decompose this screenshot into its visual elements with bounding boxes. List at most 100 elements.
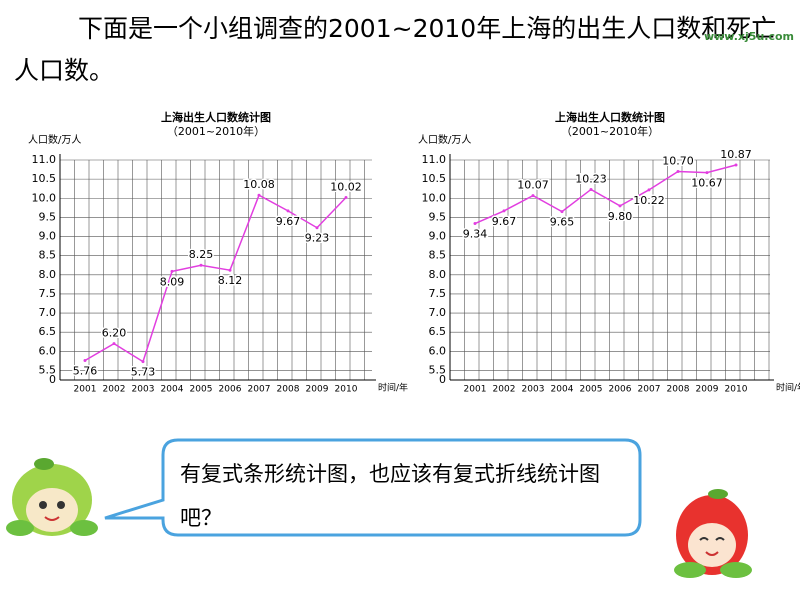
data-label: 6.20 [102, 327, 127, 340]
y-tick-label: 7.0 [39, 306, 57, 319]
data-point [199, 263, 203, 267]
y-tick-label: 7.5 [39, 287, 57, 300]
data-point [647, 188, 651, 192]
x-tick-label: 2008 [667, 385, 690, 395]
data-point [141, 360, 145, 364]
chart-subtitle: （2001~2010年） [561, 124, 659, 138]
x-tick-label: 2008 [277, 385, 300, 395]
y-tick-label: 6.0 [429, 344, 447, 357]
data-point [618, 204, 622, 208]
x-tick-label: 2006 [219, 385, 242, 395]
data-label: 10.07 [517, 179, 549, 192]
y-tick-label: 6.5 [39, 325, 57, 338]
x-tick-label: 2010 [725, 385, 748, 395]
x-tick-label: 2002 [103, 385, 126, 395]
green-character [6, 458, 98, 536]
y-tick-label: 0 [49, 373, 56, 386]
speech-bubble [104, 438, 642, 537]
data-point [170, 269, 174, 273]
x-axis-label: 时间/年 [776, 382, 800, 394]
y-tick-label: 6.0 [39, 344, 57, 357]
y-tick-label: 9.0 [39, 230, 57, 243]
data-point [531, 194, 535, 198]
x-tick-label: 2007 [248, 385, 271, 395]
y-tick-label: 0 [439, 373, 446, 386]
chart-subtitle: （2001~2010年） [167, 124, 265, 138]
y-tick-label: 7.0 [429, 306, 447, 319]
x-tick-label: 2010 [335, 385, 358, 395]
data-point [112, 342, 116, 346]
data-point [257, 193, 261, 197]
data-point [83, 358, 87, 362]
x-tick-label: 2003 [522, 385, 545, 395]
y-tick-label: 10.0 [422, 191, 447, 204]
data-line [84, 194, 347, 363]
chart-title: 上海出生人口数统计图 [161, 110, 271, 124]
y-tick-label: 8.0 [39, 268, 57, 281]
speech-text: 有复式条形统计图，也应该有复式折线统计图吧？ [180, 462, 600, 530]
x-tick-label: 2009 [696, 385, 719, 395]
y-axis-label: 人口数/万人 [28, 133, 81, 146]
x-tick-label: 2007 [638, 385, 661, 395]
y-tick-label: 6.5 [429, 325, 447, 338]
data-point [473, 222, 477, 226]
data-point [676, 169, 680, 173]
data-label: 9.65 [550, 216, 575, 229]
data-label: 5.73 [131, 366, 156, 379]
y-tick-label: 9.0 [429, 230, 447, 243]
y-tick-label: 7.5 [429, 287, 447, 300]
data-label: 10.22 [633, 194, 665, 207]
y-tick-label: 11.0 [422, 153, 447, 166]
y-tick-label: 5.5 [39, 363, 57, 376]
y-tick-label: 10.5 [32, 172, 57, 185]
y-tick-label: 8.5 [429, 249, 447, 262]
data-label: 9.80 [608, 210, 633, 223]
data-label: 9.23 [305, 232, 330, 245]
y-tick-label: 9.5 [429, 210, 447, 223]
y-tick-label: 8.0 [429, 268, 447, 281]
y-tick-label: 10.5 [422, 172, 447, 185]
x-axis-label: 时间/年 [378, 382, 408, 394]
data-label: 9.67 [276, 215, 301, 228]
x-tick-label: 2005 [190, 385, 213, 395]
data-label: 10.70 [662, 154, 694, 167]
data-label: 10.67 [691, 177, 723, 190]
data-label: 8.09 [160, 275, 185, 288]
data-point [734, 163, 738, 167]
data-point [560, 210, 564, 214]
data-label: 9.34 [463, 228, 488, 241]
x-tick-label: 2001 [464, 385, 487, 395]
chart-title: 上海出生人口数统计图 [555, 110, 665, 124]
y-tick-label: 11.0 [32, 153, 57, 166]
y-tick-label: 8.5 [39, 249, 57, 262]
data-point [286, 209, 290, 213]
x-tick-label: 2002 [493, 385, 516, 395]
data-label: 5.76 [73, 364, 98, 377]
y-axis-label: 人口数/万人 [418, 133, 471, 146]
data-point [344, 195, 348, 199]
data-label: 10.23 [575, 172, 607, 185]
x-tick-label: 2003 [132, 385, 155, 395]
data-point [705, 171, 709, 175]
x-tick-label: 2006 [609, 385, 632, 395]
data-point [589, 187, 593, 191]
y-tick-label: 9.5 [39, 210, 57, 223]
red-character [674, 489, 752, 578]
data-label: 10.87 [720, 148, 752, 161]
heading: 下面是一个小组调查的2001~2010年上海的出生人口数和死亡人口数。 [14, 14, 777, 85]
watermark: www.xj5u.com [703, 30, 794, 43]
x-tick-label: 2009 [306, 385, 329, 395]
x-tick-label: 2004 [551, 385, 574, 395]
x-tick-label: 2004 [161, 385, 184, 395]
x-tick-label: 2005 [580, 385, 603, 395]
data-label: 8.12 [218, 274, 243, 287]
y-tick-label: 10.0 [32, 191, 57, 204]
y-tick-label: 5.5 [429, 363, 447, 376]
data-line [474, 164, 737, 225]
data-point [228, 268, 232, 272]
data-point [315, 226, 319, 230]
